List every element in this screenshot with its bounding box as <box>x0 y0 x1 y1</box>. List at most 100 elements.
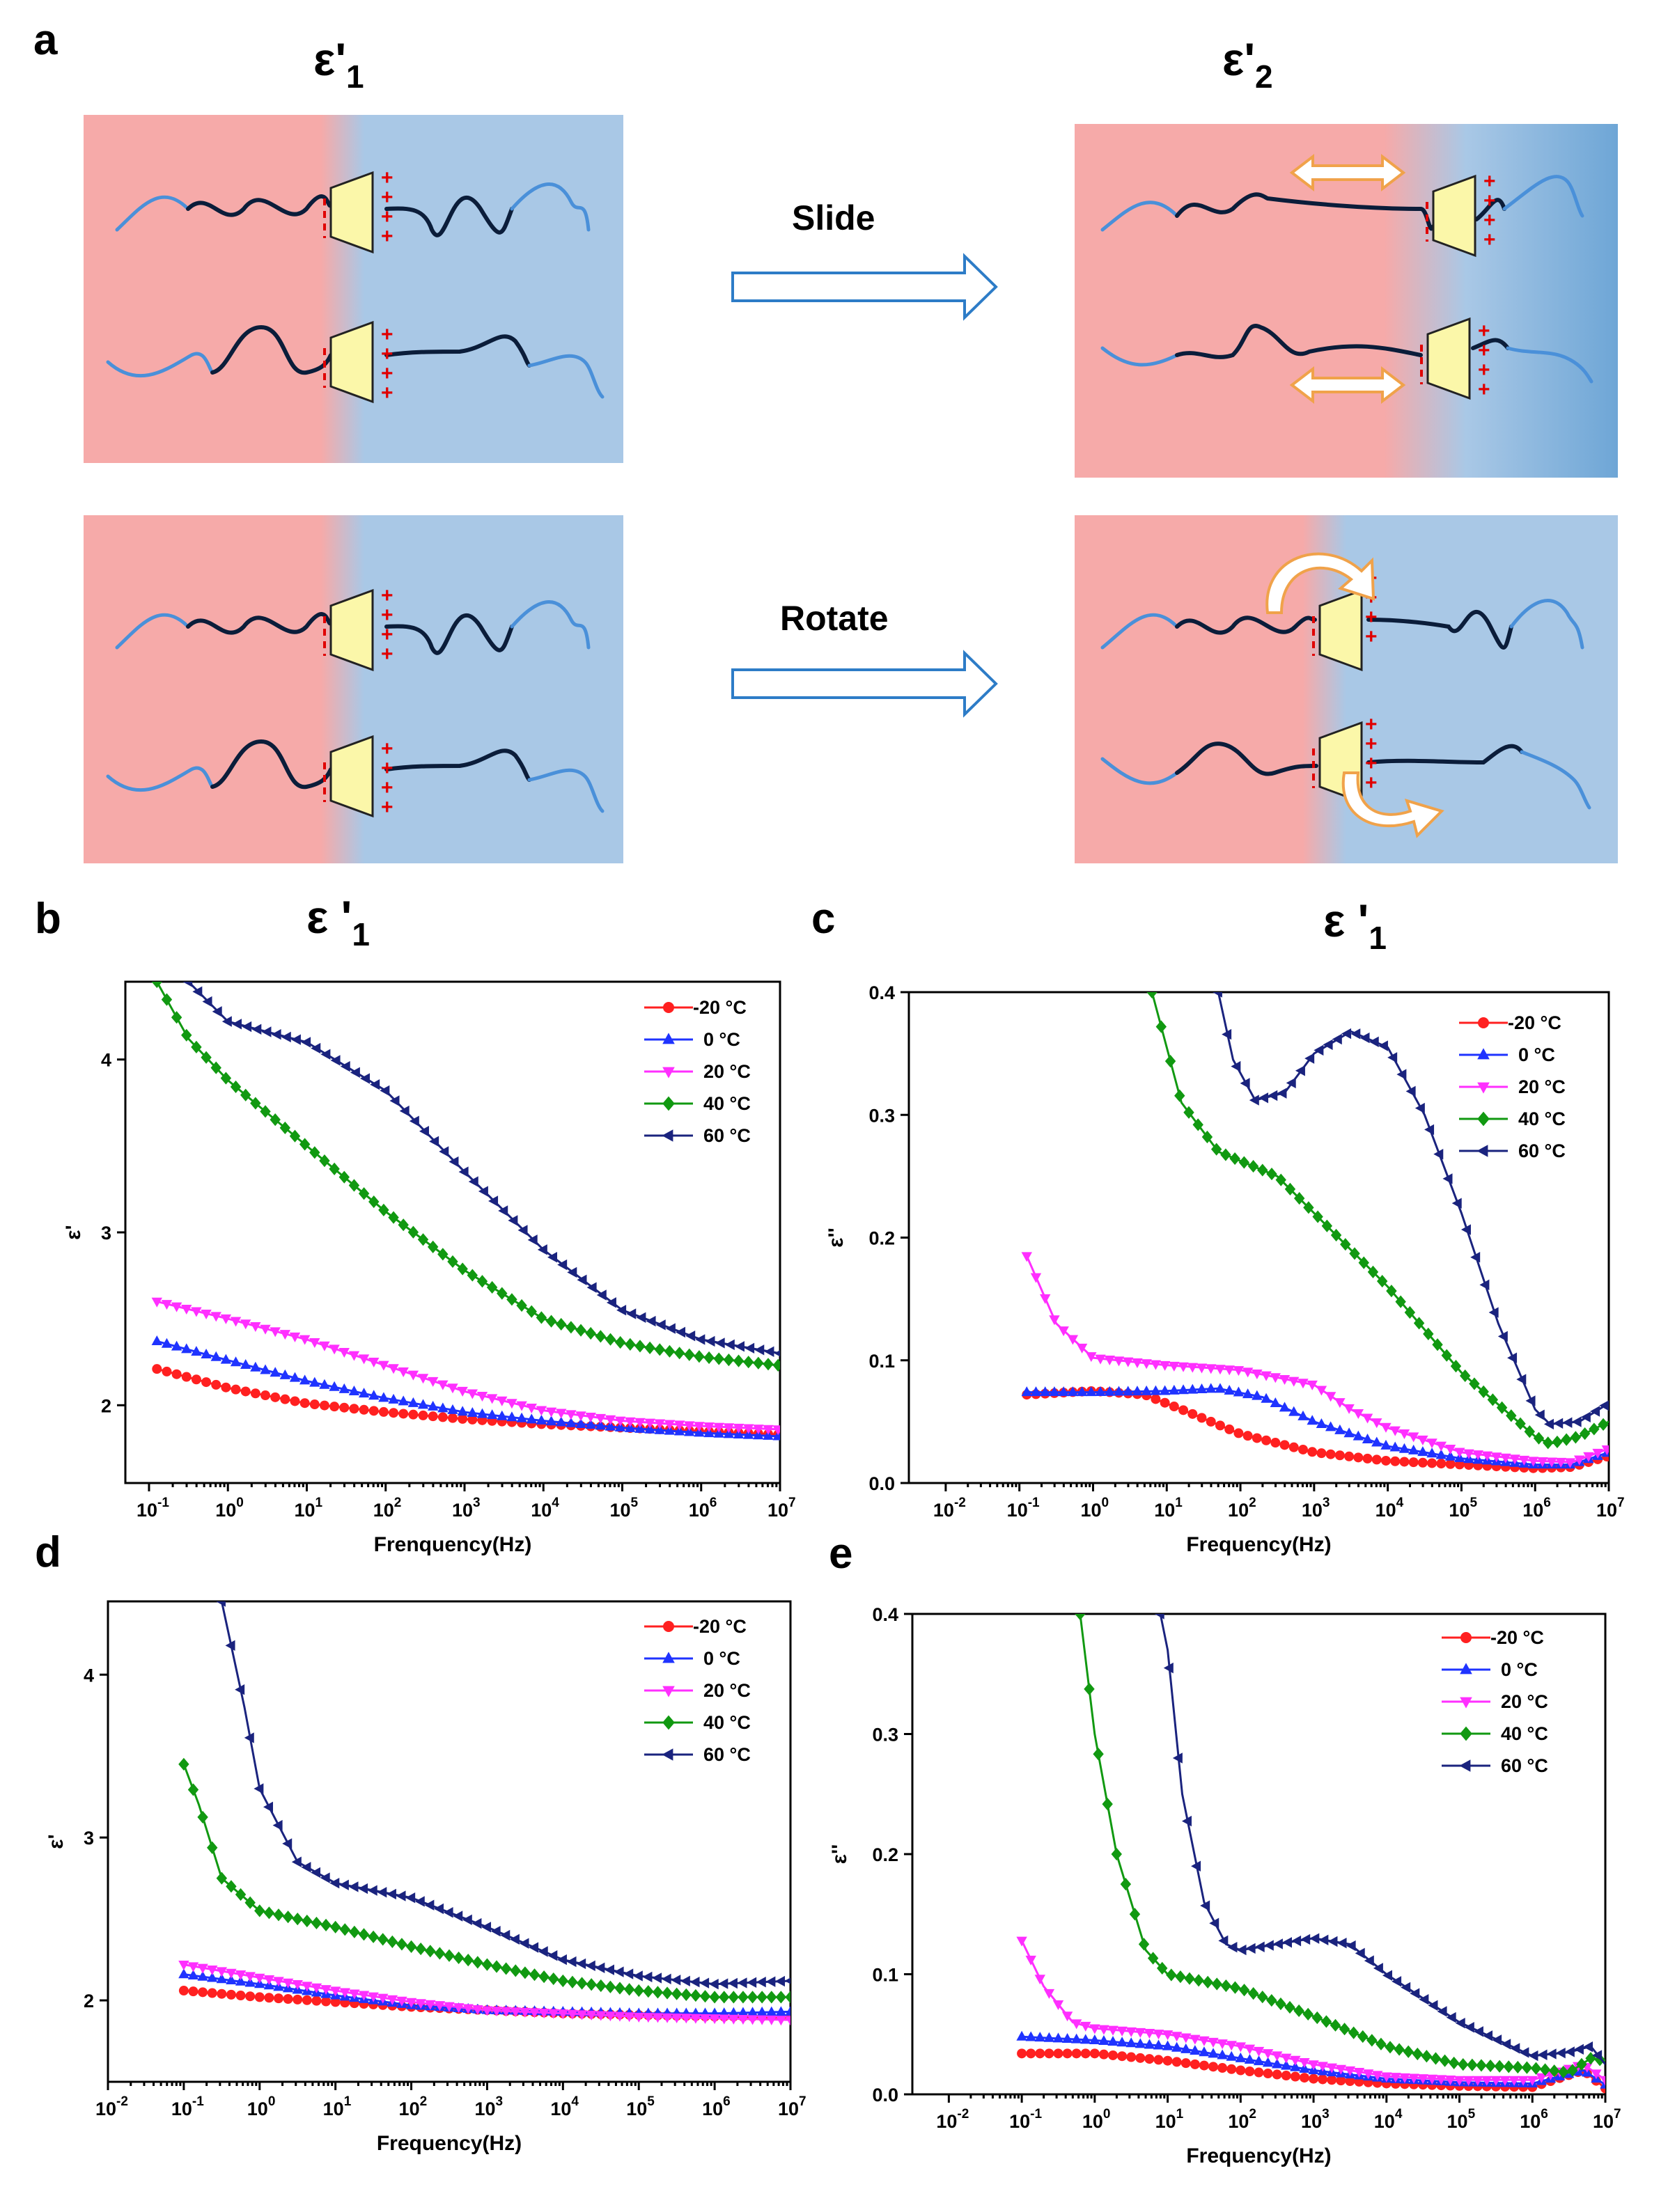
data-point <box>1187 1363 1198 1373</box>
x-tick-label: 10-2 <box>95 2094 128 2119</box>
legend-item: 60 °C <box>644 1744 751 1765</box>
data-point <box>1332 1033 1342 1045</box>
data-point <box>1571 1416 1582 1427</box>
data-point <box>1344 1451 1355 1461</box>
data-point <box>244 1896 256 1909</box>
data-point <box>358 1354 370 1365</box>
data-point <box>292 1980 303 1991</box>
data-point <box>547 1251 557 1263</box>
legend: -20 °C 0 °C 20 °C 40 °C 60 °C <box>1442 1627 1548 1776</box>
data-point <box>1043 2032 1055 2042</box>
data-point <box>270 1113 281 1127</box>
data-point <box>488 1195 499 1207</box>
data-point <box>1254 1941 1265 1952</box>
data-point <box>151 982 163 989</box>
data-point <box>1190 2059 1200 2069</box>
data-point <box>1307 1380 1318 1390</box>
data-point <box>1481 1451 1493 1461</box>
data-point <box>1281 2053 1292 2064</box>
data-point <box>529 1968 540 1982</box>
data-point <box>1226 2064 1237 2074</box>
data-point <box>500 2007 512 2017</box>
data-point <box>240 1359 251 1370</box>
data-point <box>728 2014 740 2025</box>
data-point <box>728 1991 740 2004</box>
data-point <box>548 2009 559 2019</box>
data-point <box>1217 2039 1228 2050</box>
data-point <box>415 1999 426 2009</box>
data-point <box>1226 2041 1237 2051</box>
data-point <box>260 1364 271 1374</box>
svg-text:+: + <box>381 205 393 228</box>
data-point <box>1125 2027 1137 2037</box>
data-point <box>396 1890 406 1901</box>
data-point <box>289 1372 301 1382</box>
data-point <box>271 1029 281 1040</box>
data-point <box>526 1413 537 1424</box>
data-point <box>302 1995 312 2005</box>
data-point <box>235 1991 246 2001</box>
data-point <box>399 1105 410 1117</box>
data-point <box>775 1991 787 2004</box>
data-point <box>715 1338 725 1349</box>
data-point <box>1555 1457 1566 1468</box>
data-point <box>368 1195 380 1209</box>
data-point <box>1226 2050 1237 2061</box>
data-point <box>1537 1457 1548 1468</box>
data-point <box>191 1040 202 1053</box>
data-point <box>699 1990 711 2003</box>
data-point <box>368 1930 379 1943</box>
data-point <box>211 1379 221 1390</box>
data-point <box>1518 1455 1530 1466</box>
data-point <box>536 1311 547 1324</box>
data-point <box>444 2002 455 2012</box>
data-point <box>605 1420 616 1431</box>
data-point <box>1323 1039 1333 1051</box>
data-point <box>1052 2032 1064 2043</box>
data-point <box>1253 2046 1265 2057</box>
data-point <box>244 1732 254 1743</box>
box-slid-top: ++++ ++++ <box>1075 124 1618 478</box>
data-point <box>377 1993 389 2004</box>
data-point <box>497 1396 508 1406</box>
data-point <box>260 1324 271 1335</box>
data-point <box>188 1986 198 1997</box>
data-point <box>763 1358 774 1371</box>
data-point <box>662 2013 673 2023</box>
data-point <box>272 1819 283 1831</box>
svg-text:+: + <box>381 643 393 666</box>
data-point <box>1242 1431 1253 1441</box>
data-point <box>283 1994 293 2005</box>
data-point <box>1263 1940 1274 1951</box>
data-point <box>557 1974 569 1988</box>
data-point <box>1302 2007 1314 2021</box>
x-tick-label: 104 <box>1375 1496 1404 1521</box>
data-point <box>263 1975 275 1986</box>
data-point <box>407 1397 419 1407</box>
y-tick-label: 0.0 <box>872 2085 898 2105</box>
data-point <box>1171 2057 1182 2067</box>
data-point <box>772 1358 780 1372</box>
data-point <box>1210 1143 1222 1156</box>
data-point <box>538 1970 549 1984</box>
data-point <box>1240 1078 1250 1089</box>
data-point <box>1135 2027 1146 2038</box>
legend-label: 40 °C <box>1501 1723 1548 1744</box>
data-point <box>282 1978 294 1989</box>
data-point <box>785 2006 790 2016</box>
data-point <box>1343 1404 1355 1414</box>
data-point <box>340 1060 350 1072</box>
data-point <box>1343 1427 1355 1438</box>
svg-text:+: + <box>381 362 393 385</box>
data-point <box>1123 1357 1134 1367</box>
x-tick-label: 100 <box>1082 2107 1111 2132</box>
data-point <box>1271 2058 1283 2069</box>
data-point <box>1367 1265 1379 1278</box>
data-point <box>251 1023 262 1035</box>
legend-label: 40 °C <box>703 1712 751 1733</box>
data-point <box>178 1986 189 1996</box>
data-point <box>1150 1385 1162 1395</box>
data-point <box>1089 2034 1100 2044</box>
series-line <box>1079 1614 1605 2074</box>
data-point <box>279 1330 291 1340</box>
